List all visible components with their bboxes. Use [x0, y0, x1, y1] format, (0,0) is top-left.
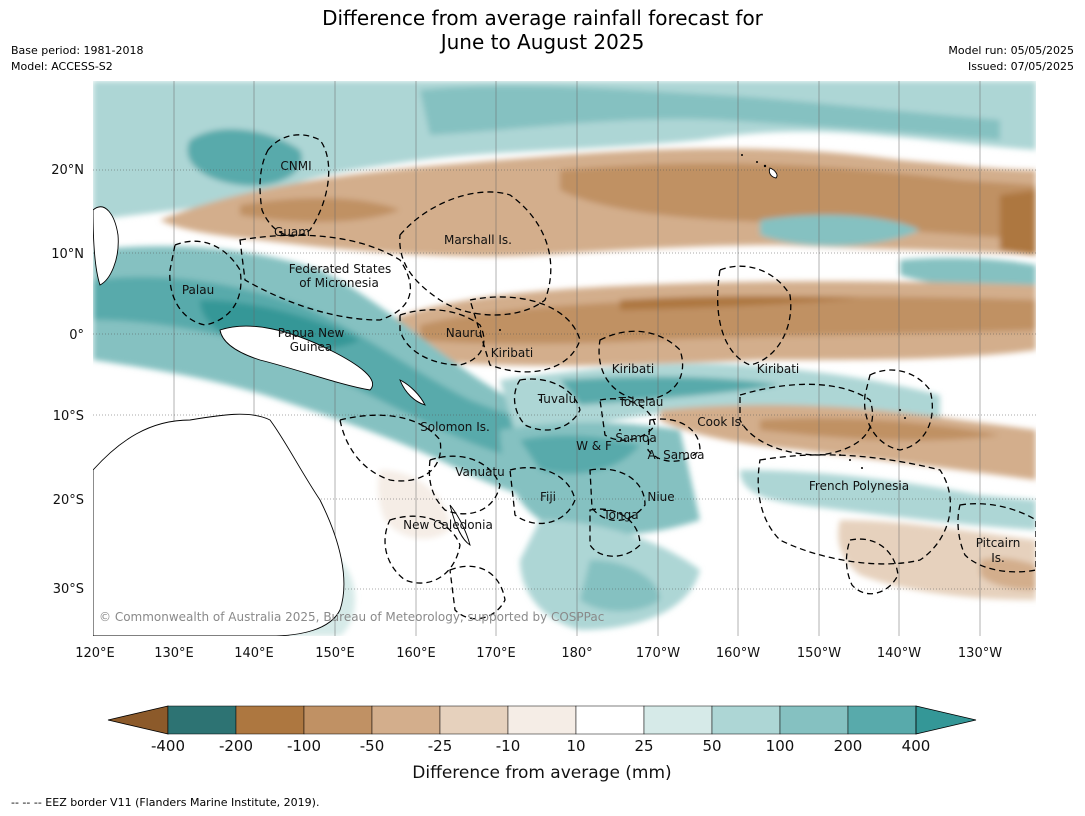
colorbar-segment-7	[575, 705, 645, 735]
model-name: Model: ACCESS-S2	[11, 60, 113, 73]
colorbar-tick-1: -400	[151, 737, 185, 755]
place-label-fsm-line-2: of Micronesia	[299, 276, 379, 290]
base-period: Base period: 1981-2018	[11, 44, 144, 57]
colorbar-arrow-max	[915, 705, 977, 735]
colorbar-tick-11: 200	[834, 737, 863, 755]
place-label-american-samoa: A. Samoa	[648, 448, 705, 462]
colorbar-segment-11	[847, 705, 917, 735]
place-label-palau: Palau	[182, 283, 214, 297]
colorbar-segment-9	[711, 705, 781, 735]
lat-label-10s: 10°S	[53, 409, 84, 424]
colorbar-tick-10: 100	[766, 737, 795, 755]
rainfall-map: CNMI Guam Marshall Is. Federated States …	[51, 81, 1036, 783]
place-label-samoa: Samoa	[615, 431, 656, 445]
title-line-2: June to August 2025	[440, 30, 645, 54]
copyright-notice: © Commonwealth of Australia 2025, Bureau…	[99, 610, 604, 624]
title-line-1: Difference from average rainfall forecas…	[322, 6, 763, 30]
colorbar-segment-8	[643, 705, 713, 735]
colorbar-tick-2: -200	[219, 737, 253, 755]
place-label-png-line-1: Papua New	[278, 326, 345, 340]
place-label-pitcairn-line-1: Pitcairn	[976, 536, 1021, 550]
place-label-kiribati-central: Kiribati	[612, 362, 654, 376]
place-labels: CNMI Guam Marshall Is. Federated States …	[182, 159, 1020, 565]
colorbar-segment-4	[371, 705, 441, 735]
lon-label-160w: 160°W	[716, 646, 760, 661]
lon-label-160e: 160°E	[396, 646, 436, 661]
colorbar: -400 -200 -100 -50 -25 -10 10 25 50 100 …	[107, 705, 977, 783]
place-label-guam: Guam	[274, 225, 310, 239]
colorbar-segment-3	[303, 705, 373, 735]
place-label-cnmi: CNMI	[280, 159, 311, 173]
islands	[499, 154, 906, 469]
place-label-tuvalu: Tuvalu	[537, 392, 577, 406]
colorbar-tick-3: -100	[287, 737, 321, 755]
lat-label-30s: 30°S	[53, 582, 84, 597]
place-label-wallis-futuna: W & F	[576, 439, 612, 453]
latitude-labels: 20°N 10°N 0° 10°S 20°S 30°S	[51, 163, 84, 597]
map-title: Difference from average rainfall forecas…	[0, 6, 1085, 54]
lon-label-170w: 170°W	[636, 646, 680, 661]
place-label-fsm-line-1: Federated States	[289, 262, 391, 276]
lat-label-10n: 10°N	[51, 247, 84, 262]
colorbar-tick-12: 400	[902, 737, 931, 755]
lat-label-20n: 20°N	[51, 163, 84, 178]
latitude-lines	[93, 169, 1036, 590]
issued-date: Issued: 07/05/2025	[967, 60, 1074, 73]
colorbar-title: Difference from average (mm)	[412, 763, 671, 783]
colorbar-tick-9: 50	[702, 737, 721, 755]
lat-label-0: 0°	[69, 328, 84, 343]
eez-borders	[169, 134, 1036, 620]
place-label-solomon-islands: Solomon Is.	[420, 420, 490, 434]
place-label-french-polynesia: French Polynesia	[809, 479, 909, 493]
place-label-png-line-2: Guinea	[290, 340, 333, 354]
place-label-kiribati-west: Kiribati	[491, 346, 533, 360]
lon-label-140w: 140°W	[877, 646, 921, 661]
place-label-niue: Niue	[647, 490, 674, 504]
lon-label-150w: 150°W	[797, 646, 841, 661]
colorbar-arrow-min	[107, 705, 169, 735]
eez-footnote: -- -- -- EEZ border V11 (Flanders Marine…	[11, 796, 320, 809]
run-info: Model run: 05/05/2025 Issued: 07/05/2025	[948, 43, 1074, 75]
place-label-new-caledonia: New Caledonia	[403, 518, 493, 532]
place-label-cook-islands: Cook Is.	[697, 415, 744, 429]
lat-label-20s: 20°S	[53, 493, 84, 508]
lon-label-130w: 130°W	[958, 646, 1002, 661]
place-label-nauru: Nauru	[446, 326, 482, 340]
longitude-labels: 120°E 130°E 140°E 150°E 160°E 170°E 180°…	[75, 646, 1002, 661]
lon-label-170e: 170°E	[476, 646, 516, 661]
colorbar-tick-8: 25	[634, 737, 653, 755]
place-label-tonga: Tonga	[602, 508, 638, 522]
model-info: Base period: 1981-2018 Model: ACCESS-S2	[11, 43, 143, 75]
colorbar-tick-5: -25	[428, 737, 453, 755]
colorbar-segment-10	[779, 705, 849, 735]
colorbar-tick-4: -50	[360, 737, 385, 755]
colorbar-segment-1	[167, 705, 237, 735]
place-label-marshall-islands: Marshall Is.	[444, 233, 512, 247]
lon-label-120e: 120°E	[75, 646, 115, 661]
lon-label-150e: 150°E	[315, 646, 355, 661]
model-run: Model run: 05/05/2025	[948, 44, 1074, 57]
place-label-pitcairn-line-2: Is.	[991, 551, 1005, 565]
colorbar-segment-2	[235, 705, 305, 735]
lon-label-140e: 140°E	[234, 646, 274, 661]
place-label-fiji: Fiji	[540, 490, 556, 504]
colorbar-segment-5	[439, 705, 509, 735]
place-label-vanuatu: Vanuatu	[455, 465, 505, 479]
colorbar-tick-7: 10	[566, 737, 585, 755]
colorbar-segment-6	[507, 705, 577, 735]
place-label-tokelau: Tokelau	[618, 395, 664, 409]
lon-label-180: 180°	[561, 646, 592, 661]
coastlines	[93, 167, 778, 636]
place-label-kiribati-east: Kiribati	[757, 362, 799, 376]
anomaly-field: CNMI Guam Marshall Is. Federated States …	[93, 81, 1036, 636]
colorbar-tick-6: -10	[496, 737, 521, 755]
lon-label-130e: 130°E	[154, 646, 194, 661]
